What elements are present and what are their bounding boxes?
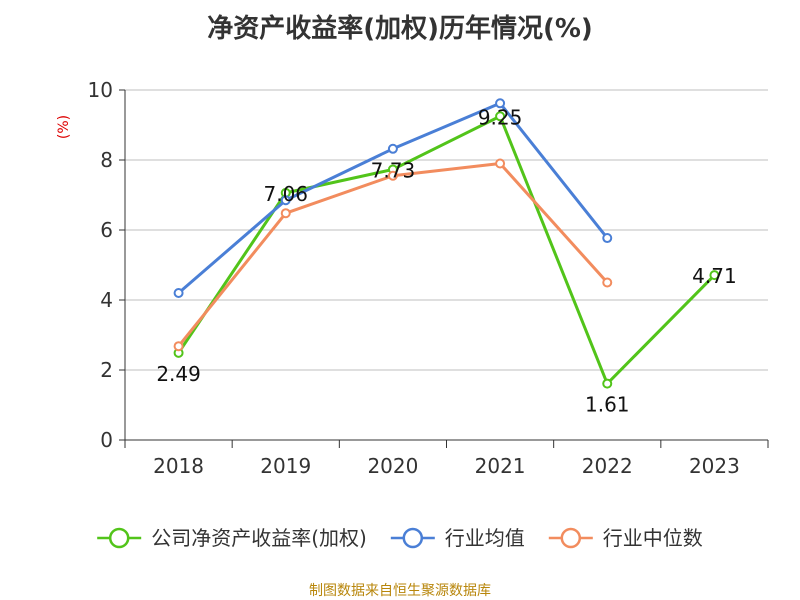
label-layer: 2.49 7.06 7.73 9.25 1.61 4.71 xyxy=(156,105,736,416)
legend-marker xyxy=(108,527,130,549)
series-3-point xyxy=(280,208,291,219)
y-tick-label: 4 xyxy=(100,288,113,312)
x-tick-label: 2019 xyxy=(260,454,311,478)
y-tick-label: 2 xyxy=(100,358,113,382)
source-note: 制图数据来自恒生聚源数据库 xyxy=(309,583,491,599)
series-1-point xyxy=(602,378,613,389)
series-1-point xyxy=(709,270,720,281)
series-2-point xyxy=(387,143,398,154)
x-tick-label: 2022 xyxy=(582,454,633,478)
data-label: 4.71 xyxy=(692,264,737,288)
x-tick-label: 2020 xyxy=(367,454,418,478)
data-label: 9.25 xyxy=(478,105,523,129)
data-label: 1.61 xyxy=(585,393,630,417)
series-3-point xyxy=(387,170,398,181)
legend-item-2[interactable]: 行业均值 xyxy=(390,526,525,550)
x-tick-label: 2023 xyxy=(689,454,740,478)
y-tick-label: 6 xyxy=(100,218,113,242)
grid-layer xyxy=(125,89,768,371)
x-tick-label: 2021 xyxy=(475,454,526,478)
data-label: 7.06 xyxy=(263,182,308,206)
legend-marker xyxy=(560,527,582,549)
chart-title: 净资产收益率(加权)历年情况(%) xyxy=(207,14,593,44)
series-layer xyxy=(173,98,720,389)
legend-item-3[interactable]: 行业中位数 xyxy=(548,526,703,550)
y-tick-label: 0 xyxy=(100,428,113,452)
series-1-point xyxy=(495,111,506,122)
series-2-point xyxy=(173,288,184,298)
y-tick-label: 8 xyxy=(100,148,113,172)
legend-label: 行业中位数 xyxy=(603,526,703,550)
series-1-line xyxy=(177,114,716,386)
legend-marker xyxy=(402,527,424,549)
data-label: 7.73 xyxy=(371,158,416,182)
legend-layer: 公司净资产收益率(加权) 行业均值 行业中位数 xyxy=(97,526,703,550)
legend-item-1[interactable]: 公司净资产收益率(加权) xyxy=(97,526,367,550)
series-2-point xyxy=(280,195,291,206)
series-2-point xyxy=(495,98,506,109)
series-3-point xyxy=(495,158,506,169)
legend-label: 公司净资产收益率(加权) xyxy=(151,526,367,550)
series-3-point xyxy=(602,277,613,288)
y-tick-label: 10 xyxy=(88,78,113,102)
y-axis-unit-label: (%) xyxy=(56,115,72,139)
axis-layer: 0 2 4 6 8 10 2018 2019 2020 2021 2022 2023 (%) xyxy=(56,78,769,478)
data-label: 2.49 xyxy=(156,362,201,386)
x-tick-label: 2018 xyxy=(153,454,204,478)
series-2-point xyxy=(602,233,613,244)
series-3-point xyxy=(173,341,184,352)
legend-label: 行业均值 xyxy=(445,526,525,550)
